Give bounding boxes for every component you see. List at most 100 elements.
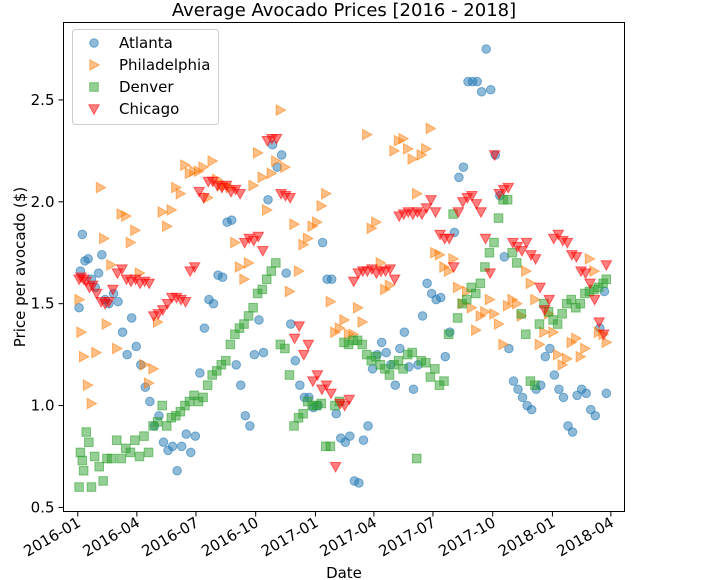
data-point (357, 315, 369, 329)
series-chicago (73, 133, 613, 473)
data-point (143, 278, 156, 290)
data-point (157, 205, 169, 219)
data-point (526, 404, 537, 415)
data-point (421, 357, 431, 368)
data-point (130, 435, 140, 445)
data-point (571, 332, 583, 345)
data-point (384, 370, 395, 380)
data-point (290, 355, 301, 366)
data-point (116, 453, 127, 464)
data-point (316, 199, 328, 212)
legend-box (72, 29, 219, 125)
data-point (90, 288, 103, 300)
data-point (234, 188, 247, 200)
data-point (239, 273, 251, 286)
data-point (257, 284, 267, 295)
data-point (77, 229, 88, 240)
data-point (176, 441, 187, 452)
data-point (112, 342, 123, 355)
data-point (134, 451, 145, 462)
data-point (601, 388, 612, 399)
data-point (575, 298, 586, 309)
legend-label-chicago: Chicago (119, 100, 179, 118)
data-point (517, 392, 528, 403)
data-point (94, 461, 105, 472)
data-point (507, 247, 517, 258)
data-point (93, 268, 104, 278)
data-point (102, 296, 115, 308)
data-point (554, 384, 564, 395)
data-point (422, 278, 432, 289)
data-point (357, 339, 367, 350)
data-point (185, 447, 196, 458)
data-point (74, 302, 84, 313)
data-point (329, 461, 342, 473)
data-point (249, 349, 260, 360)
data-point (106, 258, 118, 272)
data-point (502, 194, 513, 205)
x-tick-label: 2017-07 (376, 513, 439, 560)
x-tick-label: 2016-01 (20, 513, 83, 560)
data-point (243, 311, 254, 321)
data-point (448, 252, 460, 265)
data-point (417, 311, 428, 321)
y-axis-label: Price per avocado ($) (11, 187, 29, 347)
data-point (525, 277, 537, 290)
data-point (324, 388, 338, 400)
legend-marker-philadelphia (89, 58, 101, 72)
data-point (534, 319, 545, 329)
data-point (458, 162, 469, 172)
data-point (452, 313, 463, 323)
data-point (285, 319, 296, 329)
data-point (166, 203, 178, 216)
data-point (98, 476, 108, 486)
data-point (398, 132, 410, 145)
data-point (485, 84, 496, 95)
data-point (421, 142, 433, 155)
data-point (481, 44, 491, 54)
data-point (470, 199, 483, 211)
data-point (434, 248, 446, 261)
data-point (566, 294, 577, 305)
series-atlanta (74, 44, 612, 488)
data-point (443, 329, 454, 340)
data-point (172, 465, 182, 476)
data-point (407, 152, 419, 166)
data-point (167, 441, 178, 452)
data-point (77, 455, 88, 466)
data-point (601, 274, 612, 285)
legend-marker-atlanta (89, 38, 99, 48)
data-point (504, 343, 514, 354)
data-point (289, 421, 299, 431)
data-point (252, 231, 265, 243)
data-point (239, 319, 249, 329)
legend-label-denver: Denver (119, 78, 174, 96)
data-point (475, 278, 486, 289)
data-point (584, 278, 597, 290)
data-point (412, 187, 423, 200)
data-point (82, 379, 94, 392)
data-point (143, 377, 155, 390)
data-point (479, 233, 492, 245)
data-point (579, 268, 592, 280)
data-point (447, 262, 460, 274)
data-point (395, 343, 405, 354)
data-point (513, 384, 523, 395)
data-point (511, 258, 522, 268)
data-point (488, 150, 501, 162)
data-point (221, 355, 231, 366)
data-point (472, 76, 482, 87)
data-point (326, 274, 337, 285)
data-point (371, 351, 381, 362)
data-point (280, 343, 290, 354)
data-point (158, 437, 169, 448)
data-point (516, 309, 527, 319)
data-point (590, 410, 601, 421)
data-point (252, 146, 264, 159)
data-point (534, 338, 546, 351)
data-point (558, 392, 569, 403)
data-point (362, 128, 373, 141)
legend-label-atlanta: Atlanta (119, 34, 173, 52)
data-point (375, 256, 387, 269)
